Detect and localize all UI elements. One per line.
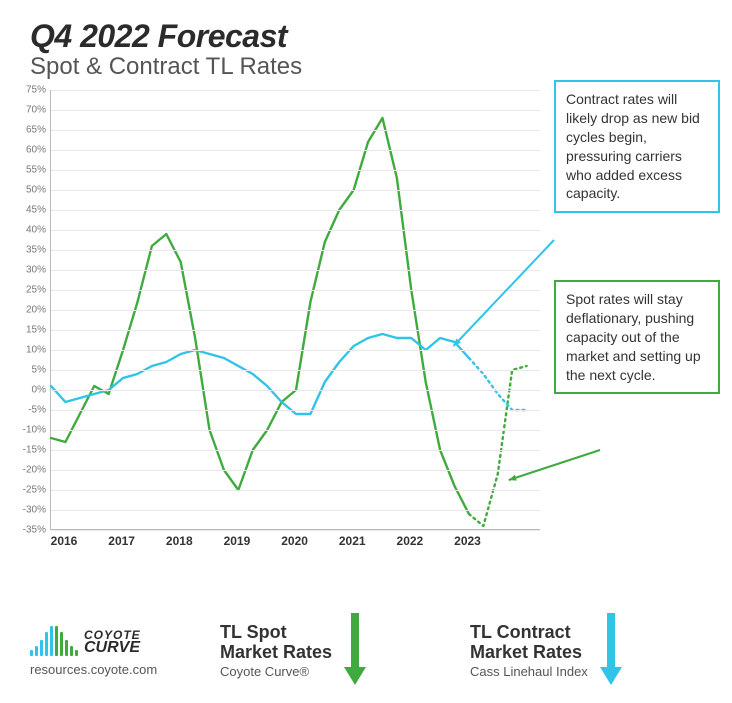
y-tick-label: -10%	[20, 425, 46, 436]
y-tick-label: 5%	[20, 365, 46, 376]
y-tick-label: -5%	[20, 405, 46, 416]
legend-spot-title1: TL Spot	[220, 623, 332, 643]
legend-contract-sub: Cass Linehaul Index	[470, 664, 588, 679]
brand-logo: COYOTE CURVE	[30, 626, 141, 656]
y-tick-label: 60%	[20, 145, 46, 156]
chart-stage: Contract rates will likely drop as new b…	[0, 90, 732, 590]
y-tick-label: -20%	[20, 465, 46, 476]
legend-contract-title2: Market Rates	[470, 643, 588, 663]
x-tick-label: 2023	[454, 534, 481, 548]
y-tick-label: 50%	[20, 185, 46, 196]
page-subtitle: Spot & Contract TL Rates	[30, 53, 732, 81]
y-tick-label: 75%	[20, 85, 46, 96]
legend-contract-title1: TL Contract	[470, 623, 588, 643]
y-tick-label: 40%	[20, 225, 46, 236]
y-tick-label: 30%	[20, 265, 46, 276]
y-tick-label: 0%	[20, 385, 46, 396]
page-title: Q4 2022 Forecast	[30, 18, 732, 55]
brand-bars-icon	[30, 626, 78, 656]
y-tick-label: -30%	[20, 505, 46, 516]
x-tick-label: 2016	[51, 534, 78, 548]
arrow-down-icon	[600, 613, 622, 690]
callout-pointers	[0, 90, 732, 590]
y-tick-label: -25%	[20, 485, 46, 496]
arrow-down-icon	[344, 613, 366, 690]
y-tick-label: 70%	[20, 105, 46, 116]
y-tick-label: 55%	[20, 165, 46, 176]
y-tick-label: -35%	[20, 525, 46, 536]
legend-spot: TL Spot Market Rates Coyote Curve®	[220, 613, 470, 690]
x-tick-label: 2019	[224, 534, 251, 548]
y-tick-label: 35%	[20, 245, 46, 256]
y-tick-label: -15%	[20, 445, 46, 456]
x-tick-label: 2020	[281, 534, 308, 548]
y-tick-label: 65%	[20, 125, 46, 136]
legend-spot-sub: Coyote Curve®	[220, 664, 332, 679]
legend: COYOTE CURVE resources.coyote.com TL Spo…	[0, 603, 732, 703]
brand-url: resources.coyote.com	[30, 662, 157, 677]
brand: COYOTE CURVE resources.coyote.com	[30, 626, 220, 677]
y-tick-label: 15%	[20, 325, 46, 336]
x-tick-label: 2018	[166, 534, 193, 548]
y-tick-label: 20%	[20, 305, 46, 316]
x-tick-label: 2022	[397, 534, 424, 548]
y-tick-label: 25%	[20, 285, 46, 296]
brand-line2: CURVE	[84, 641, 141, 655]
y-tick-label: 45%	[20, 205, 46, 216]
legend-spot-title2: Market Rates	[220, 643, 332, 663]
y-tick-label: 10%	[20, 345, 46, 356]
legend-contract: TL Contract Market Rates Cass Linehaul I…	[470, 613, 622, 690]
x-tick-label: 2017	[108, 534, 135, 548]
x-tick-label: 2021	[339, 534, 366, 548]
